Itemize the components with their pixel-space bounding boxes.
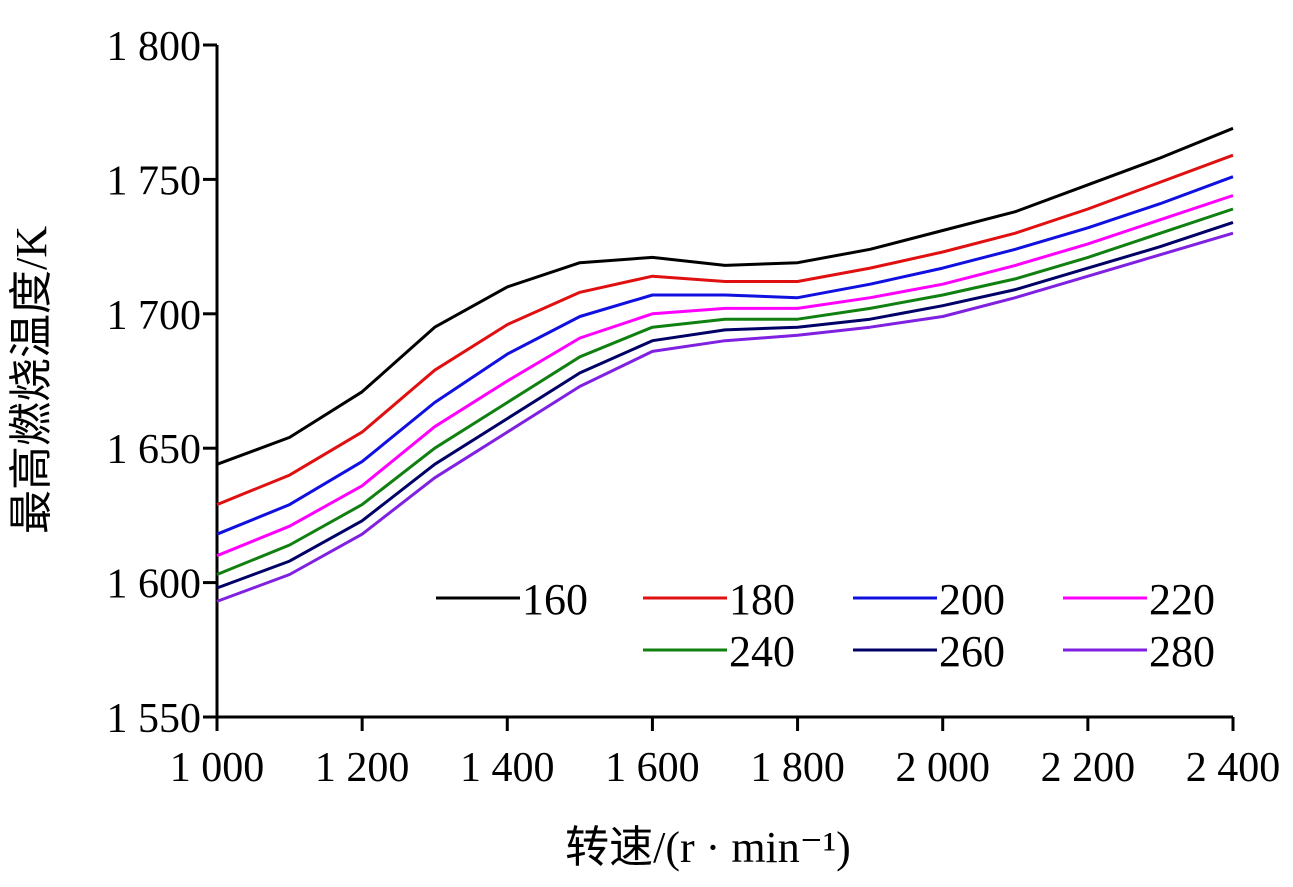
x-tick-label: 1 000 [170,745,265,791]
legend-label-180: 180 [729,575,795,624]
x-tick-label: 1 200 [315,745,410,791]
x-tick-label: 1 400 [460,745,555,791]
y-tick-label: 1 750 [107,158,202,204]
legend-label-220: 220 [1149,575,1215,624]
series-line-180 [216,153,1234,506]
x-tick-label: 1 600 [605,745,700,791]
series-line-160 [216,126,1234,466]
y-tick-label: 1 600 [107,562,202,608]
y-ticks: 1 550 1 600 1 650 1 700 1 750 1 800 [107,24,217,742]
x-tick-label: 2 400 [1186,745,1281,791]
axes: 1 550 1 600 1 650 1 700 1 750 1 800 1 000 1 20… [107,24,1281,791]
legend-label-260: 260 [939,627,1005,676]
legend-label-200: 200 [939,575,1005,624]
series-line-260 [216,220,1234,590]
x-tick-label: 2 200 [1041,745,1136,791]
y-tick-label: 1 650 [107,427,202,473]
y-tick-label: 1 550 [107,696,202,742]
legend: 160 180 200 220 240 260 280 [436,575,1215,676]
series-line-280 [216,231,1234,603]
x-tick-label: 2 000 [895,745,990,791]
legend-label-280: 280 [1149,627,1215,676]
series-lines [216,126,1234,603]
y-tick-label: 1 700 [107,293,202,339]
series-line-200 [216,175,1234,536]
x-tick-label: 1 800 [750,745,845,791]
series-line-240 [216,207,1234,576]
y-tick-label: 1 800 [107,24,202,70]
legend-label-240: 240 [729,627,795,676]
y-axis-title: 最高燃烧温度/K [7,226,56,534]
x-axis-title: 转速/(r · min⁻¹) [565,823,851,872]
legend-label-160: 160 [522,575,588,624]
series-line-220 [216,194,1234,558]
x-ticks: 1 000 1 200 1 400 1 600 1 800 2 000 2 200 2 400 [170,717,1281,791]
